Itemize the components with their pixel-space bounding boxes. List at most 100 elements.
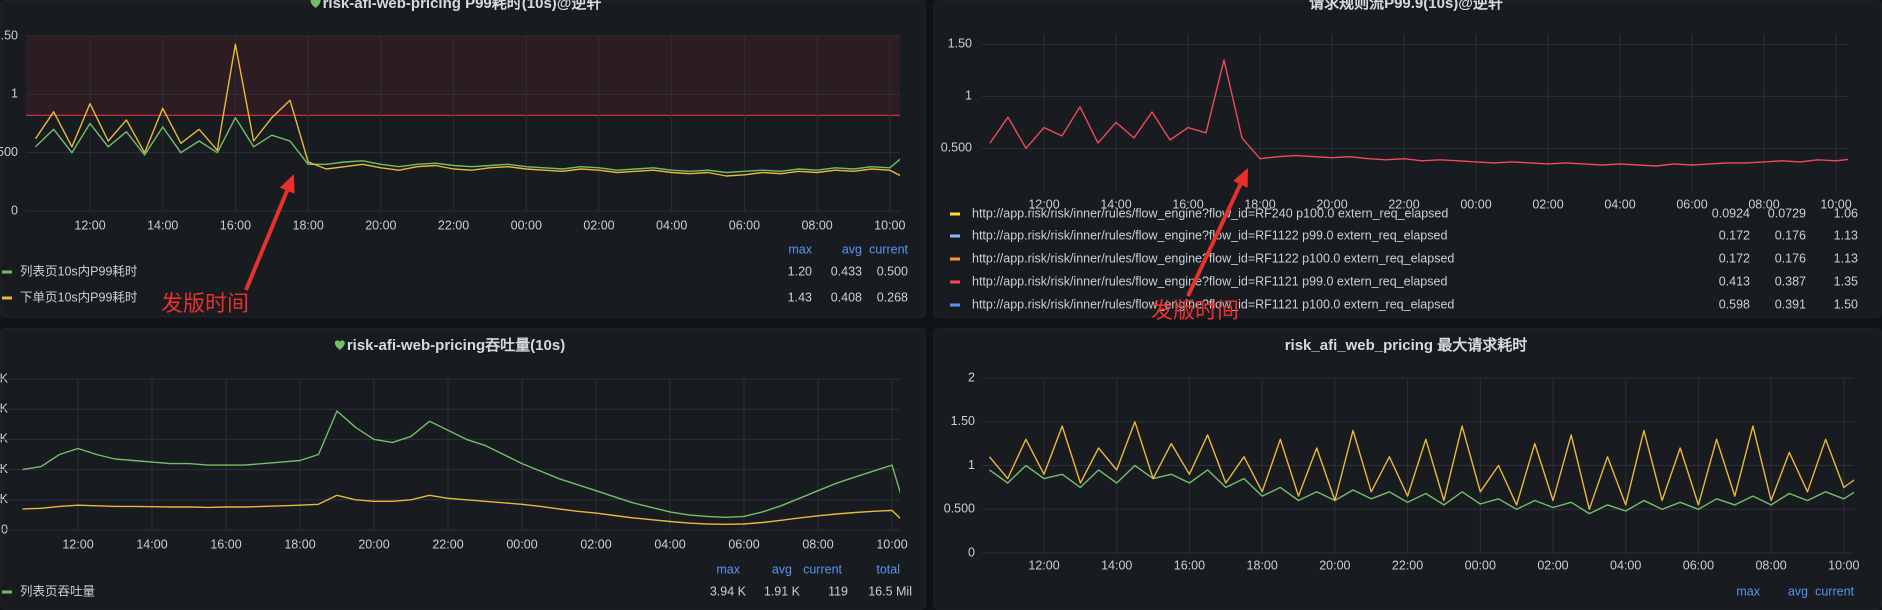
x-tick-label: 16:00 [1174,558,1205,572]
x-tick-label: 08:00 [802,537,833,551]
legend-name: http://app.risk/risk/inner/rules/flow_en… [972,251,1454,265]
legend-stat: 119 [828,584,848,598]
x-tick-label: 12:00 [62,537,93,551]
legend-header: max [788,242,812,256]
y-tick-label: 2 [968,370,975,384]
annotation-arrow-head [279,174,295,194]
legend: http://app.risk/risk/inner/rules/flow_en… [950,206,1858,311]
x-tick-label: 14:00 [1101,558,1132,572]
legend-header: avg [1788,584,1808,598]
health-heart [334,340,345,350]
x-tick-label: 10:00 [876,537,907,551]
x-tick-label: 16:00 [210,537,241,551]
legend-stat: 0.0729 [1768,206,1806,220]
x-tick-label: 18:00 [1247,558,1278,572]
legend-header: max [1736,584,1760,598]
x-tick-label: 22:00 [1392,558,1423,572]
x-tick-label: 06:00 [1676,197,1707,211]
legend-stat: 1.13 [1834,251,1858,265]
x-tick-label: 02:00 [1537,558,1568,572]
x-tick-label: 02:00 [583,218,614,232]
x-tick-label: 04:00 [656,218,687,232]
x-tick-label: 06:00 [729,218,760,232]
legend-stat: 0.176 [1775,251,1806,265]
legend-name: 下单页10s内P99耗时 [20,290,138,304]
x-tick-label: 02:00 [1532,197,1563,211]
x-tick-label: 04:00 [1604,197,1635,211]
y-tick-label: 0.500 [944,502,975,516]
x-tick-label: 12:00 [1028,197,1059,211]
x-tick-label: 10:00 [1828,558,1859,572]
legend-stat: 1.43 [788,290,812,304]
x-tick-label: 18:00 [1244,197,1275,211]
legend-marker [2,590,12,594]
x-tick-label: 14:00 [1100,197,1131,211]
panel [0,328,926,610]
legend-marker [2,270,12,274]
y-tick-label: 0.500 [941,141,972,155]
x-tick-label: 08:00 [801,218,832,232]
series-line [22,494,900,525]
legend-marker [950,212,960,216]
threshold-region [26,36,900,116]
x-tick-label: 12:00 [74,218,105,232]
x-tick-label: 04:00 [1610,558,1641,572]
y-tick-label: 0 [968,545,975,559]
legend-stat: 16.5 Mil [868,584,912,598]
health-heart [310,0,321,8]
series-line [35,117,900,174]
x-tick-label: 00:00 [1465,558,1496,572]
legend-stat: 1.50 [1834,297,1858,311]
y-tick-label: 0 [11,203,18,217]
legend-stat: 0.268 [877,290,908,304]
panel [0,0,926,318]
legend-stat: 1.91 K [764,584,801,598]
x-tick-label: 08:00 [1755,558,1786,572]
annotation: 发版时间 [1151,298,1239,323]
x-tick-label: 20:00 [358,537,389,551]
legend-name: 列表页吞吐量 [20,584,95,598]
legend-stat: 0.176 [1775,228,1806,242]
x-tick-label: 20:00 [1319,558,1350,572]
legend-header: avg [772,562,792,576]
x-tick-label: 14:00 [136,537,167,551]
x-tick-label: 10:00 [1820,197,1851,211]
y-tick-label: 1.50 [951,414,975,428]
series-line [989,59,1848,167]
legend-stat: 0.433 [831,264,862,278]
legend-marker [2,296,12,300]
annotation-arrow-head [1233,168,1248,188]
y-tick-label: 2 K [0,462,9,476]
legend-header: current [803,562,842,576]
plot [989,59,1848,167]
legend-marker [950,303,960,307]
plot [34,43,900,177]
legend-stat: 0.413 [1719,274,1750,288]
x-tick-label: 10:00 [874,218,905,232]
x-tick-label: 06:00 [1683,558,1714,572]
legend-stat: 0.172 [1719,228,1750,242]
y-tick-label: 1 [11,87,18,101]
legend-marker [950,280,960,284]
panel-title: risk-afi-web-pricing吞吐量(10s) [347,337,565,354]
plot [22,410,900,525]
legend-stat: 3.94 K [710,584,747,598]
legend-name: http://app.risk/risk/inner/rules/flow_en… [972,274,1447,288]
y-tick-label: 1.50 [948,37,972,51]
legend-name: 列表页10s内P99耗时 [20,264,138,278]
legend-name: http://app.risk/risk/inner/rules/flow_en… [972,228,1447,242]
legend-stat: 0.172 [1719,251,1750,265]
legend-stat: 1.20 [788,264,812,278]
legend-stat: 1.06 [1834,206,1858,220]
y-tick-label: 1 [968,458,975,472]
legend-stat: 0.387 [1775,274,1806,288]
legend-header: current [1815,584,1854,598]
annotation-arrow [244,189,289,291]
x-tick-label: 16:00 [1172,197,1203,211]
panel-title: 请求规则流P99.9(10s)@逆轩 [1309,0,1503,12]
panel-title: risk-afi-web-pricing P99耗时(10s)@逆轩 [323,0,602,12]
x-tick-label: 18:00 [284,537,315,551]
x-tick-label: 20:00 [1316,197,1347,211]
legend-name: http://app.risk/risk/inner/rules/flow_en… [972,206,1448,220]
